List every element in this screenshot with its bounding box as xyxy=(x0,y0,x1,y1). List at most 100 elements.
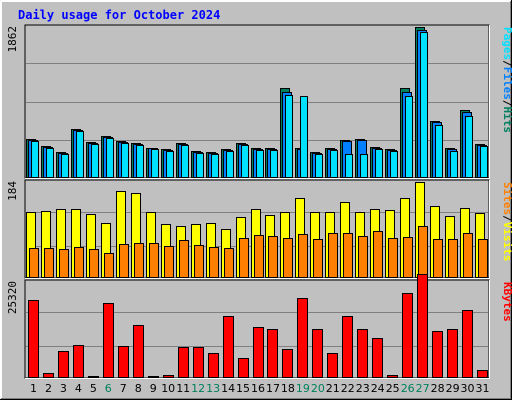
bar-pages xyxy=(121,143,129,178)
bar-kbytes xyxy=(432,331,443,378)
y-axis-max-label: 25320 xyxy=(6,281,19,314)
bar-pages xyxy=(345,154,353,178)
bar-sites xyxy=(313,239,323,278)
x-tick-label: 24 xyxy=(371,382,385,395)
legend-label: KBytes xyxy=(501,282,512,322)
x-tick-label: 22 xyxy=(341,382,355,395)
bar-sites xyxy=(403,237,413,278)
x-tick-label: 8 xyxy=(135,382,142,395)
bar-kbytes xyxy=(327,353,338,378)
chart-text: Daily usage for October 2024 1862Pages/F… xyxy=(6,8,512,395)
x-tick-label: 17 xyxy=(266,382,280,395)
x-tick-label: 13 xyxy=(206,382,220,395)
bar-sites xyxy=(119,244,129,278)
bar-sites xyxy=(239,238,249,278)
legend-entry: Pages xyxy=(501,27,512,60)
bar-sites xyxy=(59,249,69,278)
x-tick-label: 28 xyxy=(431,382,445,395)
bar-pages xyxy=(360,154,368,178)
bar-sites xyxy=(298,234,308,278)
x-tick-label: 30 xyxy=(461,382,475,395)
bar-pages xyxy=(151,149,159,178)
bar-sites xyxy=(104,253,114,278)
bar-pages xyxy=(405,96,413,178)
bar-pages xyxy=(435,125,443,178)
bar-kbytes xyxy=(43,373,54,378)
bar-kbytes xyxy=(477,370,488,378)
x-tick-label: 18 xyxy=(281,382,295,395)
legend-label: Sites/Visits xyxy=(501,182,512,262)
bar-sites xyxy=(433,239,443,278)
bar-pages xyxy=(270,150,278,178)
bar-sites xyxy=(89,249,99,278)
bar-sites xyxy=(283,238,293,278)
bar-sites xyxy=(209,247,219,278)
bar-pages xyxy=(315,154,323,178)
bar-pages xyxy=(480,146,488,178)
legend-entry: / xyxy=(501,100,512,107)
bar-sites xyxy=(418,226,428,278)
bar-kbytes xyxy=(253,327,264,378)
bar-pages xyxy=(300,96,308,178)
bar-kbytes xyxy=(267,329,278,378)
bar-pages xyxy=(375,149,383,178)
bar-sites xyxy=(388,238,398,278)
bar-kbytes xyxy=(73,345,84,378)
bar-kbytes xyxy=(387,375,398,378)
bar-sites xyxy=(358,236,368,278)
bar-pages xyxy=(46,148,54,178)
bar-sites xyxy=(463,233,473,278)
bar-pages xyxy=(196,153,204,178)
bar-pages xyxy=(91,144,99,178)
x-tick-label: 31 xyxy=(476,382,490,395)
bar-kbytes xyxy=(402,293,413,378)
bar-kbytes xyxy=(178,347,189,378)
x-tick-label: 3 xyxy=(60,382,67,395)
x-tick-label: 26 xyxy=(401,382,415,395)
bar-pages xyxy=(61,154,69,178)
bar-kbytes xyxy=(103,303,114,378)
x-tick-label: 9 xyxy=(150,382,157,395)
bar-kbytes xyxy=(28,300,39,378)
bar-sites xyxy=(373,231,383,278)
bar-sites xyxy=(149,243,159,278)
bar-kbytes xyxy=(133,325,144,378)
x-tick-label: 5 xyxy=(90,382,97,395)
x-tick-label: 10 xyxy=(161,382,175,395)
bar-kbytes xyxy=(357,329,368,378)
x-tick-label: 23 xyxy=(356,382,370,395)
chart-bars xyxy=(26,27,488,378)
bar-sites xyxy=(254,235,264,278)
bar-kbytes xyxy=(193,347,204,378)
bar-pages xyxy=(241,145,249,178)
bar-pages xyxy=(420,32,428,178)
bar-pages xyxy=(106,138,114,178)
bar-kbytes xyxy=(417,274,428,378)
x-tick-label: 16 xyxy=(251,382,265,395)
bar-sites xyxy=(328,233,338,278)
bar-pages xyxy=(211,154,219,178)
bar-kbytes xyxy=(58,351,69,378)
legend-entry: / xyxy=(501,215,512,222)
legend-entry: Hits xyxy=(501,107,512,134)
x-tick-label: 6 xyxy=(105,382,112,395)
legend-entry: Visits xyxy=(501,222,512,262)
bar-sites xyxy=(164,246,174,278)
x-tick-label: 7 xyxy=(120,382,127,395)
bar-kbytes xyxy=(342,316,353,378)
bar-pages xyxy=(226,151,234,178)
bar-pages xyxy=(76,131,84,178)
bar-sites xyxy=(179,240,189,278)
bar-kbytes xyxy=(148,376,159,378)
y-axis-max-label: 184 xyxy=(6,181,19,201)
bar-kbytes xyxy=(118,346,129,378)
bar-kbytes xyxy=(297,298,308,378)
bar-kbytes xyxy=(447,329,458,378)
x-tick-label: 11 xyxy=(176,382,190,395)
x-tick-label: 4 xyxy=(75,382,82,395)
legend-entry: Files xyxy=(501,67,512,100)
bar-pages xyxy=(390,151,398,178)
bar-kbytes xyxy=(238,358,249,378)
bar-kbytes xyxy=(282,349,293,378)
